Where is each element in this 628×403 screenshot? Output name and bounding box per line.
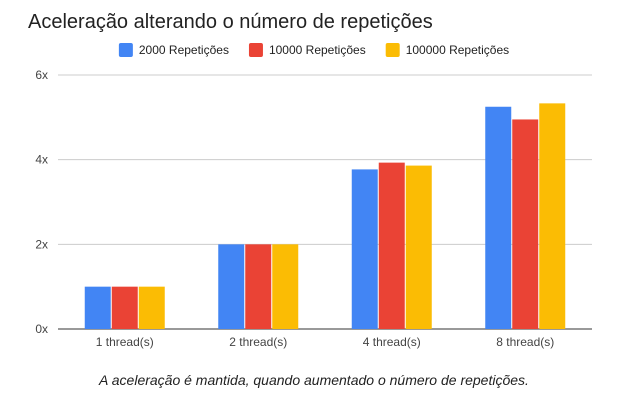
bar <box>351 169 378 329</box>
x-axis: 1 thread(s) 2 thread(s) 4 thread(s) 8 threa… <box>96 335 555 349</box>
y-axis: 0x 2x 4x 6x <box>35 68 48 336</box>
legend-swatch <box>385 43 400 57</box>
bar <box>111 286 138 329</box>
bar <box>405 165 432 329</box>
bar <box>84 286 111 329</box>
x-tick-label: 1 thread(s) <box>96 335 154 349</box>
legend-item: 2000 Repetições <box>118 43 229 57</box>
gridlines <box>58 74 592 330</box>
x-tick-label: 2 thread(s) <box>229 335 287 349</box>
legend-label: 2000 Repetições <box>139 43 229 57</box>
legend-item: 10000 Repetições <box>248 43 366 57</box>
bar <box>512 119 539 329</box>
chart-title: Aceleração alterando o número de repetiç… <box>28 11 433 33</box>
chart-caption: A aceleração é mantida, quando aumentado… <box>99 372 529 388</box>
legend-swatch <box>248 43 263 57</box>
bar <box>138 286 165 329</box>
y-tick-label: 2x <box>35 237 48 251</box>
x-tick-label: 4 thread(s) <box>363 335 421 349</box>
y-tick-label: 0x <box>35 322 48 336</box>
legend-swatch <box>118 43 133 57</box>
bar <box>272 244 299 329</box>
legend-label: 10000 Repetições <box>269 43 366 57</box>
y-tick-label: 4x <box>35 153 48 167</box>
bar <box>378 162 405 329</box>
legend: 2000 Repetições 10000 Repetições 100000 Re… <box>118 43 509 57</box>
bars <box>84 103 566 329</box>
legend-item: 100000 Repetições <box>385 43 509 57</box>
bar <box>218 244 245 329</box>
bar <box>539 103 566 329</box>
bar <box>485 106 512 329</box>
legend-label: 100000 Repetições <box>406 43 509 57</box>
x-tick-label: 8 thread(s) <box>496 335 554 349</box>
bar <box>245 244 272 329</box>
y-tick-label: 6x <box>35 68 48 82</box>
